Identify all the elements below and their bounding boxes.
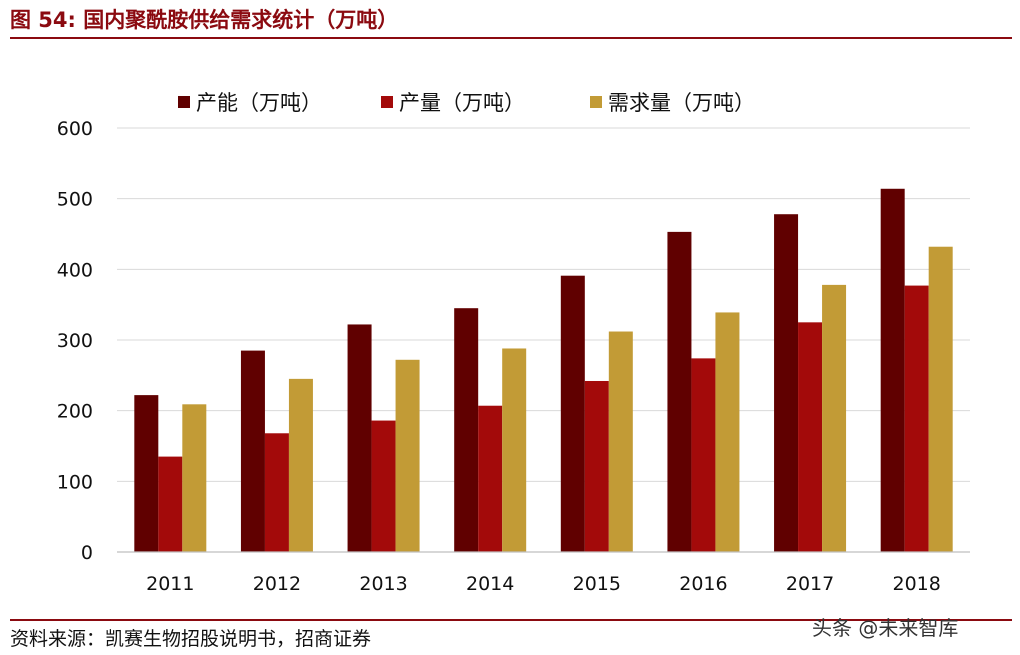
bar-2014-series-2 xyxy=(478,405,503,552)
bar-2011-series-2 xyxy=(158,456,183,552)
bar-2018-series-1 xyxy=(880,188,905,553)
bar-2012-series-3 xyxy=(288,378,313,552)
bar-2012-series-2 xyxy=(264,433,289,552)
y-tick-label: 300 xyxy=(57,330,93,352)
bar-2013-series-2 xyxy=(371,420,396,552)
legend-label: 产量（万吨） xyxy=(399,91,525,115)
bar-2014-series-1 xyxy=(454,308,479,552)
bar-2011-series-1 xyxy=(134,395,159,552)
watermark: 头条 @未来智库 xyxy=(812,616,959,640)
bar-2017-series-2 xyxy=(798,322,823,552)
x-tick-label: 2013 xyxy=(359,573,407,595)
y-tick-label: 200 xyxy=(57,401,93,423)
y-tick-label: 100 xyxy=(57,471,93,493)
legend-swatch xyxy=(381,96,393,108)
y-tick-label: 600 xyxy=(57,118,93,140)
bar-2014-series-3 xyxy=(502,348,527,552)
bar-2015-series-1 xyxy=(560,275,585,552)
bar-2016-series-3 xyxy=(715,312,740,552)
y-tick-label: 400 xyxy=(57,259,93,281)
x-tick-label: 2016 xyxy=(679,573,727,595)
bar-2017-series-3 xyxy=(822,284,847,552)
bar-2011-series-3 xyxy=(182,404,207,552)
bar-2016-series-1 xyxy=(667,231,692,552)
y-tick-label: 0 xyxy=(81,542,93,564)
x-tick-label: 2017 xyxy=(786,573,834,595)
source-note: 资料来源：凯赛生物招股说明书，招商证券 xyxy=(10,628,372,650)
bar-2012-series-1 xyxy=(240,350,265,552)
x-tick-label: 2018 xyxy=(893,573,941,595)
bar-2015-series-2 xyxy=(584,380,609,552)
x-tick-label: 2015 xyxy=(573,573,621,595)
figure-title: 图 54: 国内聚酰胺供给需求统计（万吨） xyxy=(10,8,399,32)
bar-2013-series-3 xyxy=(395,359,420,552)
y-tick-label: 500 xyxy=(57,189,93,211)
x-tick-label: 2014 xyxy=(466,573,514,595)
source-divider xyxy=(10,619,1012,621)
bar-chart: 0 100 200 300 400 500 600 2011 2012 2013 2014 2015 2… xyxy=(57,91,970,595)
title-divider xyxy=(10,37,1012,39)
bar-2018-series-2 xyxy=(904,285,929,552)
legend-label: 产能（万吨） xyxy=(196,91,322,115)
bar-2016-series-2 xyxy=(691,358,716,552)
bar-2013-series-1 xyxy=(347,324,372,552)
legend-swatch xyxy=(590,96,602,108)
bar-2018-series-3 xyxy=(928,246,953,552)
x-tick-label: 2011 xyxy=(146,573,194,595)
legend-label: 需求量（万吨） xyxy=(608,91,755,115)
legend-swatch xyxy=(178,96,190,108)
legend: 产能（万吨） 产量（万吨） 需求量（万吨） xyxy=(178,91,755,115)
bars xyxy=(134,188,953,553)
bar-2017-series-1 xyxy=(774,214,799,553)
axes: 0 100 200 300 400 500 600 2011 2012 2013 2014 2015 2… xyxy=(57,118,970,595)
x-tick-label: 2012 xyxy=(253,573,301,595)
bar-2015-series-3 xyxy=(608,331,633,552)
